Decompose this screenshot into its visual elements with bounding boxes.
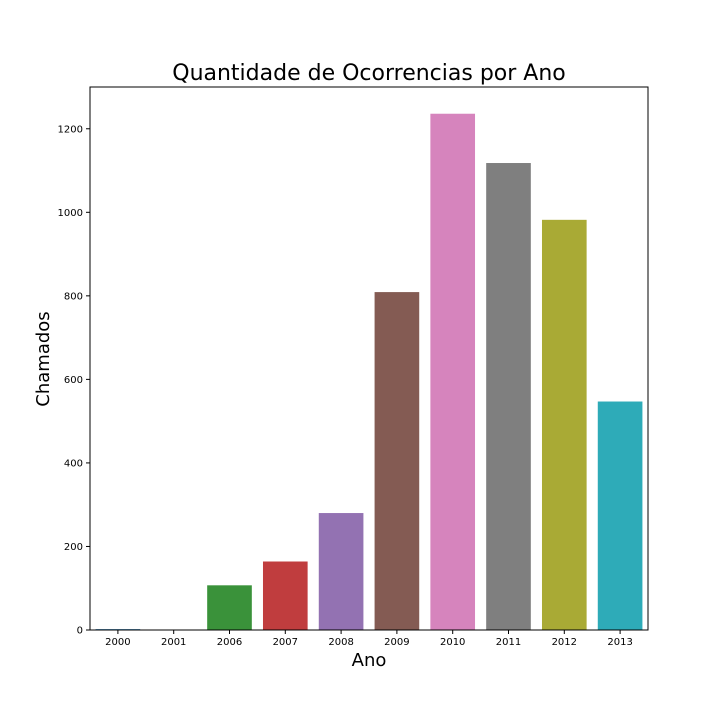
x-axis-ticks: 2000 2001 2006 2007 2008 2009 2010 2011 2012 2013 xyxy=(105,630,633,648)
bar-2010 xyxy=(430,113,476,631)
x-tick-label: 2012 xyxy=(552,637,577,648)
bar-2013 xyxy=(597,401,643,630)
axes-layer xyxy=(89,86,649,631)
y-tick-label: 1200 xyxy=(58,124,83,135)
bar-2009 xyxy=(374,292,420,630)
x-tick-label: 2006 xyxy=(217,637,242,648)
x-tick-label: 2008 xyxy=(328,637,353,648)
x-tick-label: 2009 xyxy=(384,637,409,648)
plot-frame xyxy=(89,86,649,631)
x-tick-label: 2001 xyxy=(161,637,186,648)
y-tick-label: 400 xyxy=(64,458,83,469)
bar-2012 xyxy=(541,219,587,630)
y-axis-ticks: 0 200 400 600 800 1000 1200 xyxy=(58,124,90,637)
chart-title: Quantidade de Ocorrencias por Ano xyxy=(172,61,566,86)
y-tick-label: 800 xyxy=(64,291,83,302)
bar-2006 xyxy=(207,585,252,630)
y-tick-label: 600 xyxy=(64,375,83,386)
bar-2007 xyxy=(262,561,308,630)
x-tick-label: 2010 xyxy=(440,637,465,648)
bar-2008 xyxy=(318,513,364,630)
bars-layer xyxy=(95,113,643,631)
y-axis-title: Chamados xyxy=(33,311,54,406)
bar-2011 xyxy=(486,163,531,630)
y-tick-label: 200 xyxy=(64,542,83,553)
y-tick-label: 0 xyxy=(77,626,83,637)
x-tick-label: 2007 xyxy=(273,637,298,648)
x-tick-label: 2013 xyxy=(607,637,632,648)
x-tick-label: 2011 xyxy=(496,637,521,648)
y-tick-label: 1000 xyxy=(58,208,83,219)
x-tick-label: 2000 xyxy=(105,637,130,648)
x-axis-title: Ano xyxy=(352,650,387,671)
